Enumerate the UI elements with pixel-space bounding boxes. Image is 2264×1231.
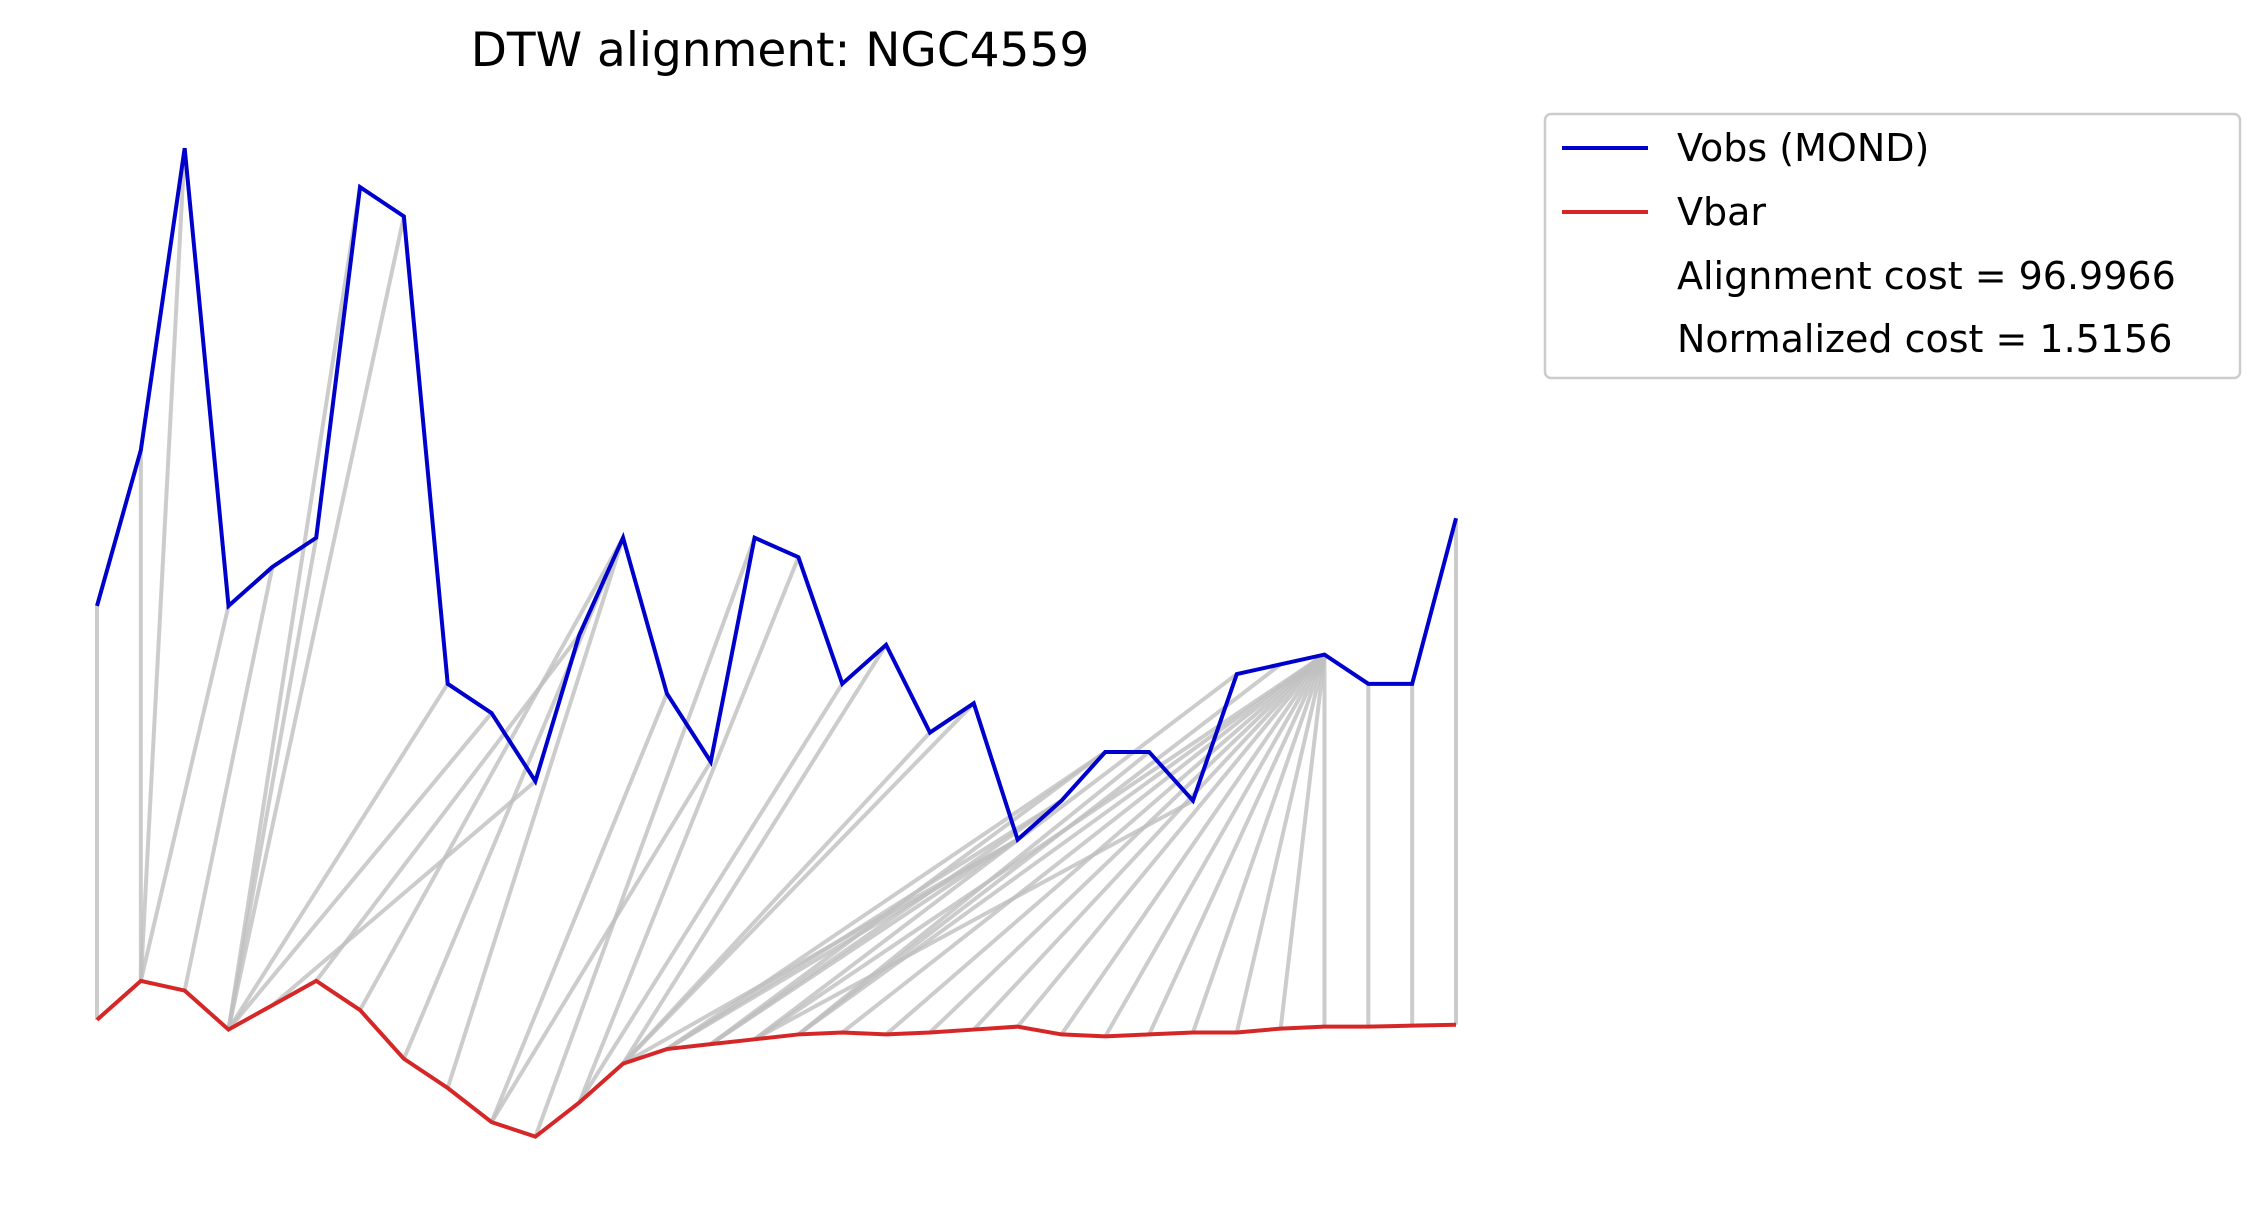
alignment-connector-39: [972, 653, 1326, 1031]
alignment-connector-31: [753, 798, 1194, 1042]
alignment-connector-2: [138, 148, 187, 981]
alignment-connector-22: [621, 701, 976, 1066]
alignment-connector-9: [226, 711, 494, 1031]
alignment-connector-44: [1191, 653, 1327, 1034]
legend: Vobs (MOND) Vbar Alignment cost = 96.996…: [1543, 112, 2242, 380]
alignment-connectors: [95, 148, 1458, 1138]
series-layer: [95, 147, 1458, 1139]
series-line-vobs: [95, 147, 1458, 844]
alignment-connector-19: [577, 682, 844, 1104]
alignment-connector-10: [271, 779, 537, 1007]
alignment-connector-27: [709, 799, 1063, 1046]
alignment-connector-14: [445, 537, 625, 1089]
alignment-connector-46: [1278, 654, 1327, 1029]
legend-label-vobs: Vobs (MOND): [1677, 126, 1929, 170]
chart-title: DTW alignment: NGC4559: [471, 23, 1090, 78]
legend-alignment-cost: Alignment cost = 96.9966: [1677, 254, 2176, 298]
alignment-connector-16: [489, 760, 713, 1124]
alignment-connector-4: [182, 566, 275, 992]
alignment-connector-41: [1059, 653, 1327, 1036]
alignment-connector-34: [753, 652, 1326, 1041]
alignment-connector-15: [489, 692, 669, 1123]
alignment-connector-12: [358, 536, 625, 1012]
alignment-connector-45: [1234, 654, 1327, 1033]
alignment-connector-32: [753, 672, 1239, 1041]
alignment-connector-26: [665, 799, 1063, 1051]
alignment-connector-43: [1147, 653, 1327, 1036]
alignment-connector-17: [533, 537, 757, 1138]
alignment-connector-13: [402, 536, 625, 1060]
alignment-connector-3: [138, 605, 231, 982]
alignment-connector-6: [226, 186, 363, 1030]
alignment-connector-38: [928, 653, 1326, 1034]
alignment-connector-36: [841, 653, 1326, 1035]
legend-normalized-cost: Normalized cost = 1.5156: [1677, 317, 2172, 361]
series-line-vbar: [95, 978, 1457, 1139]
alignment-connector-37: [884, 653, 1326, 1036]
alignment-connector-28: [665, 750, 1107, 1051]
alignment-connector-35: [797, 652, 1326, 1037]
alignment-connector-20: [621, 643, 888, 1065]
legend-label-vbar: Vbar: [1677, 190, 1766, 234]
alignment-connector-8: [226, 682, 450, 1031]
alignment-connector-7: [226, 215, 406, 1030]
alignment-connector-18: [577, 556, 801, 1104]
alignment-connector-29: [709, 750, 1107, 1046]
legend-frame: [1543, 112, 2242, 380]
alignment-connector-42: [1103, 653, 1327, 1038]
alignment-connector-40: [1016, 653, 1327, 1028]
alignment-connector-33: [797, 662, 1282, 1037]
